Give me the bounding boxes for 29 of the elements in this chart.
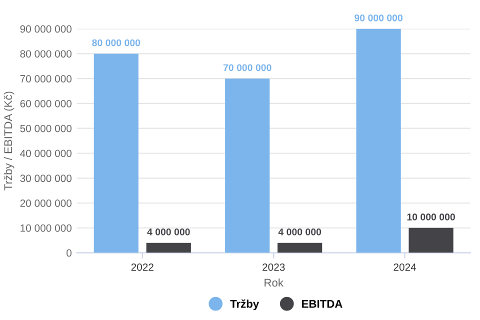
data-label: 90 000 000 [354,14,402,22]
data-label: 4 000 000 [278,228,322,236]
legend-label: Tržby [230,299,260,310]
y-tick-label: 40 000 000 [20,150,72,158]
y-tick-label: 20 000 000 [20,200,72,207]
bar [94,54,138,253]
y-tick-label: 30 000 000 [20,174,72,182]
bar [278,242,322,253]
x-tick-label: 2022 [131,263,154,271]
data-label: 10 000 000 [407,214,455,220]
data-label: 70 000 000 [223,64,272,72]
y-tick-label: 50 000 000 [20,124,72,132]
y-tick-label: 60 000 000 [20,100,72,108]
bar [225,78,270,253]
data-label: 80 000 000 [92,39,140,46]
data-label: 4 000 000 [147,228,190,236]
legend-label: EBITDA [302,300,342,308]
x-axis-title: Rok [264,278,284,287]
bar [146,242,191,253]
bar [408,228,454,253]
y-tick-label: 80 000 000 [20,50,72,58]
y-axis-title: Tržby / EBITDA (Kč) [4,92,14,190]
y-tick-label: 0 [66,249,72,257]
y-tick-label: 70 000 000 [20,75,72,82]
x-tick-label: 2024 [394,263,416,271]
x-tick-label: 2023 [262,263,285,271]
bar [356,28,401,253]
y-tick-label: 10 000 000 [20,224,72,232]
y-tick-label: 90 000 000 [20,25,72,33]
